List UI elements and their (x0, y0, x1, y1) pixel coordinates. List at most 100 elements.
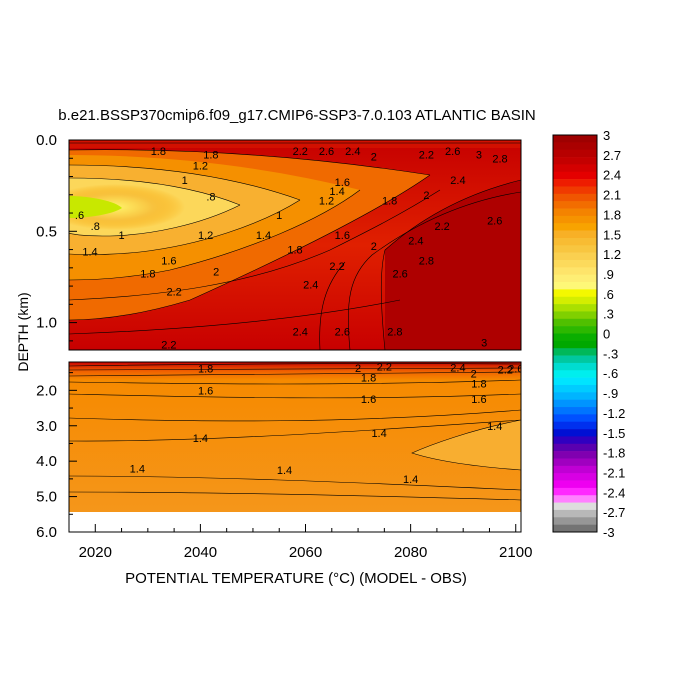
lower-background (69, 362, 521, 512)
colorbar-label: 2.4 (603, 168, 621, 183)
colorbar-swatch (553, 282, 597, 290)
lower-warm-lobe (412, 420, 521, 470)
colorbar-swatch (553, 135, 597, 143)
upper-contour-label: 2.2 (293, 146, 308, 158)
colorbar-swatch (553, 304, 597, 312)
colorbar-swatch (553, 384, 597, 393)
colorbar-swatch (553, 201, 597, 209)
colorbar-swatch (553, 502, 597, 511)
colorbar-swatch (553, 495, 597, 503)
upper-field: 1.8 1.8 2.2 2.6 2.4 2 2.2 2.6 3 2.81.21.81.61.41.… (69, 140, 521, 352)
upper-contour-label: 2.8 (419, 256, 434, 268)
colorbar-label: -.6 (603, 366, 618, 381)
lower-contour-labels: 1.8 2 2.2 2.42 2.22.61.81.81.61.6 1.61.4 1.41.… (130, 362, 523, 486)
upper-contour-label: 2.6 (445, 146, 460, 158)
upper-contour-lines (69, 142, 521, 350)
colorbar-swatch (553, 399, 597, 408)
upper-contour-label: 2.2 (435, 221, 450, 233)
x-tick-label: 2080 (394, 544, 427, 561)
lower-contour-label: 1.8 (471, 379, 486, 391)
upper-contour-label: 2.4 (345, 146, 360, 158)
axes: 2020 2040 2060 2080 2100 0.0 0.5 1.0 2.0 3.0 4.0 5.… (36, 132, 532, 561)
colorbar-label: 1.8 (603, 207, 621, 222)
lower-contour-label: 1.4 (487, 421, 502, 433)
upper-contour-label: 1.8 (140, 268, 155, 280)
upper-contour-label: 1.8 (382, 195, 397, 207)
colorbar-swatch (553, 171, 597, 180)
y-tick-label: 6.0 (36, 524, 57, 541)
x-tick-label: 2040 (184, 544, 217, 561)
upper-contour-label: 1.6 (335, 177, 350, 189)
upper-contour-label: 1 (276, 210, 282, 222)
colorbar-swatch (553, 377, 597, 386)
upper-contour-labels: 1.8 1.8 2.2 2.6 2.4 2 2.2 2.6 3 2.81.21.81.61.41.… (75, 146, 508, 352)
upper-contour-label: 3 (476, 150, 482, 162)
colorbar-swatch (553, 355, 597, 364)
upper-panel-frame (68, 139, 522, 351)
colorbar-swatch (553, 348, 597, 356)
lower-contour-label: 1.4 (193, 433, 208, 445)
upper-contour-label: 2.2 (161, 340, 176, 352)
lower-contour-label: 2 (355, 363, 361, 375)
colorbar-swatch (553, 311, 597, 320)
colorbar-swatch (553, 465, 597, 474)
colorbar-swatch (553, 333, 597, 342)
upper-contour-label: 2.2 (419, 150, 434, 162)
lower-contour-label: 1.4 (371, 428, 386, 440)
colorbar-swatch (553, 289, 597, 298)
upper-contour-label: 2.4 (408, 235, 423, 247)
upper-contour-label: 3 (481, 338, 487, 350)
colorbar-swatch (553, 215, 597, 224)
upper-warm-core (69, 184, 185, 230)
colorbar-swatch (553, 223, 597, 231)
colorbar-label: -.3 (603, 346, 618, 361)
upper-contour-label: .8 (206, 192, 215, 204)
colorbar-swatch (553, 480, 597, 489)
lower-contour-label: 2.6 (508, 363, 523, 375)
colorbar-label: 1.5 (603, 227, 621, 242)
upper-contour-label: 2 (213, 266, 219, 278)
colorbar-swatch (553, 436, 597, 445)
colorbar-swatch (553, 237, 597, 246)
lower-contour-label: 1.4 (403, 474, 418, 486)
colorbar-swatch (553, 326, 597, 334)
upper-contour-label: 1.8 (287, 245, 302, 257)
colorbar-swatch (553, 179, 597, 187)
x-tick-label: 2020 (79, 544, 112, 561)
colorbar-swatch (553, 421, 597, 430)
lower-panel-frame (68, 361, 522, 533)
colorbar-frame (552, 134, 598, 533)
colorbar-swatch (553, 186, 597, 195)
upper-contour-label: 1.8 (151, 146, 166, 158)
colorbar-swatch (553, 252, 597, 261)
colorbar-swatch (553, 208, 597, 217)
upper-contour-label: 2.4 (293, 327, 308, 339)
colorbar-swatch (553, 318, 597, 327)
colorbar-label: -2.4 (603, 485, 625, 500)
colorbar-swatch (553, 524, 597, 533)
colorbar-swatch (553, 458, 597, 467)
colorbar-swatch (553, 407, 597, 415)
colorbar-swatch (553, 230, 597, 239)
upper-contour-label: 1.8 (203, 150, 218, 162)
upper-contour-label: 1.4 (82, 246, 97, 258)
colorbar-label: .6 (603, 287, 614, 302)
upper-contour-label: 2 (371, 241, 377, 253)
colorbar-swatch (553, 451, 597, 459)
colorbar-swatch (553, 267, 597, 275)
colorbar-swatch (553, 157, 597, 165)
lower-contour-label: 2.2 (498, 364, 513, 376)
y-tick-label: 3.0 (36, 418, 57, 435)
upper-contour-label: .6 (75, 210, 84, 222)
upper-contour-label: 1 (118, 230, 124, 242)
upper-contour-label: 1.2 (193, 161, 208, 173)
y-axis-label: DEPTH (km) (15, 292, 31, 371)
lower-contour-label: 2.2 (377, 362, 392, 374)
upper-contour-label: 1.4 (256, 230, 271, 242)
lower-contour-label: 1.8 (198, 363, 213, 375)
upper-contour-label: 2.8 (387, 327, 402, 339)
colorbar-label: -2.7 (603, 505, 625, 520)
colorbar-swatch (553, 149, 597, 158)
upper-surface-band (69, 140, 521, 148)
